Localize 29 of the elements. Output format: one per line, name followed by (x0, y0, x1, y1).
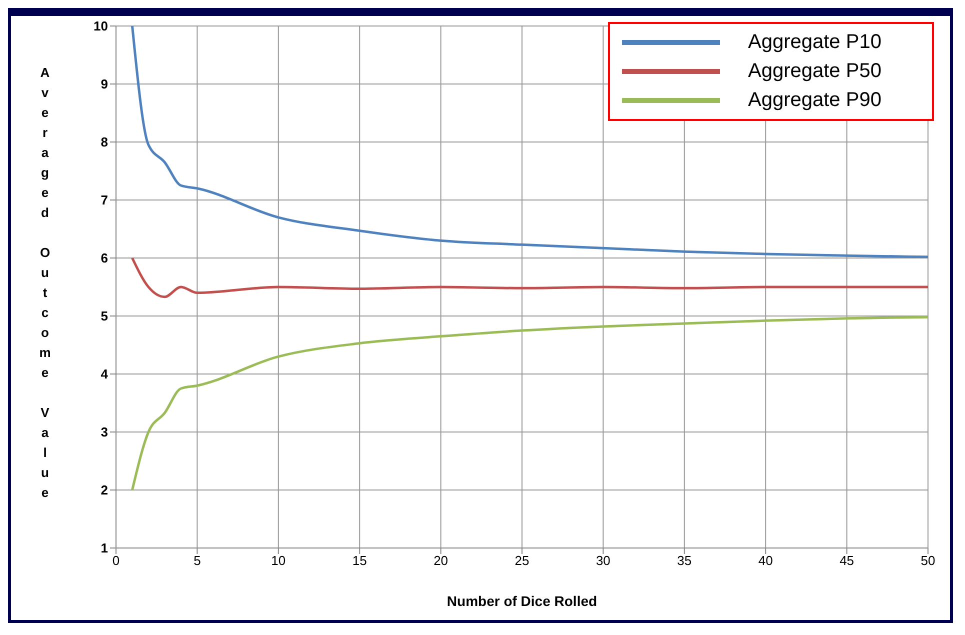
y-tick-label: 10 (94, 18, 108, 34)
y-tick-label: 7 (100, 192, 108, 208)
legend-label: Aggregate P90 (748, 89, 882, 112)
y-tick-label: 1 (100, 540, 108, 556)
text: Averaged Outcome Value (39, 65, 51, 500)
line-series (130, 256, 928, 298)
x-tick-label: 25 (514, 553, 530, 568)
y-tick-label: 8 (100, 134, 108, 150)
line-series (130, 316, 928, 492)
y-tick-label: 3 (100, 424, 108, 440)
x-axis-title: Number of Dice Rolled (446, 593, 598, 609)
y-tick-label: 6 (100, 250, 108, 266)
y-tick-label: 2 (100, 482, 108, 498)
x-tick-label: 0 (112, 553, 120, 568)
x-tick-label: 35 (677, 553, 692, 568)
legend-label: Aggregate P10 (748, 31, 882, 54)
x-tick-label: 30 (596, 553, 610, 568)
x-tick-label: 5 (194, 553, 201, 568)
x-tick-label: 10 (271, 553, 286, 568)
x-tick-label: 40 (758, 553, 773, 568)
x-tick-label: 15 (352, 553, 367, 568)
y-tick-label: 9 (100, 76, 108, 92)
x-tick-label: 50 (920, 553, 936, 568)
y-tick-label: 4 (100, 366, 109, 382)
y-tick-label: 5 (100, 308, 108, 324)
x-tick-label: 20 (434, 553, 448, 568)
x-tick-label: 45 (840, 553, 854, 568)
line-series (130, 26, 928, 258)
legend-label: Aggregate P50 (748, 60, 882, 83)
